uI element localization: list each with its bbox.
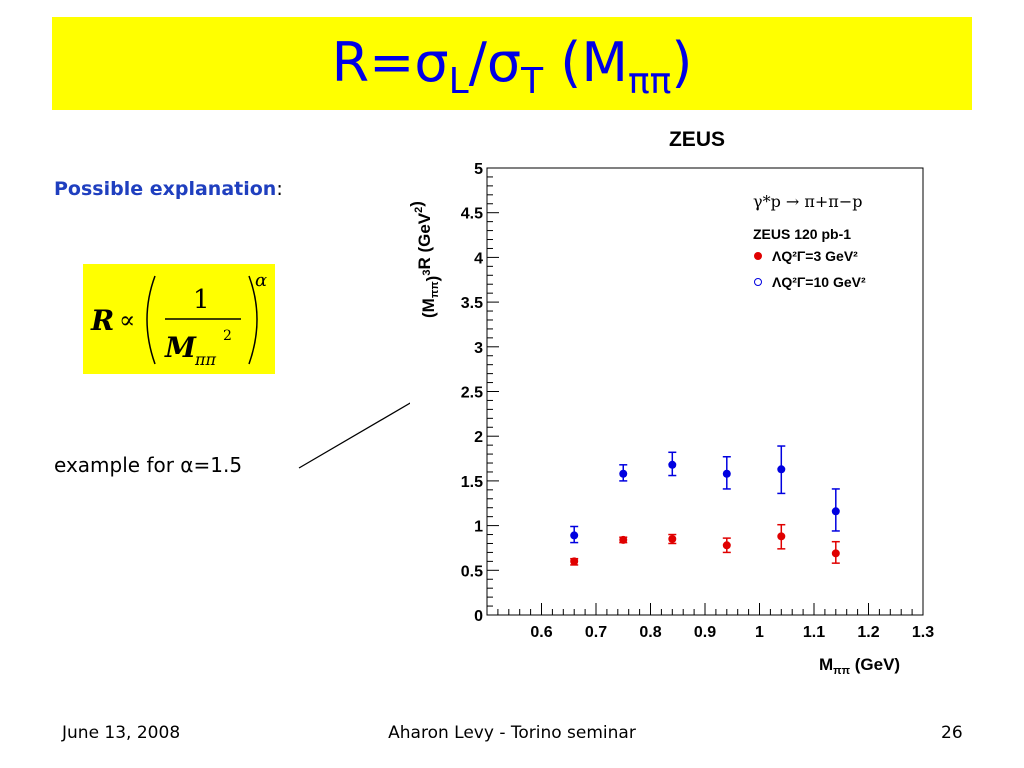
title-sub-pipi: ππ bbox=[627, 61, 672, 102]
formula-svg: R ∝ 1 M ππ 2 α bbox=[90, 270, 267, 369]
explanation-label: Possible explanation bbox=[54, 178, 277, 200]
x-axis-title: Mππ (GeV) bbox=[819, 655, 900, 677]
formula-denominator: M bbox=[164, 331, 197, 364]
y-tick-label: 2 bbox=[474, 429, 483, 446]
title-sigma-t: σ bbox=[486, 31, 522, 94]
legend-process: γ*p → π+π−p bbox=[753, 192, 862, 211]
y-tick-label: 1 bbox=[474, 519, 483, 536]
legend-marker-1 bbox=[754, 252, 762, 260]
data-point bbox=[668, 460, 677, 469]
x-tick-label: 1.2 bbox=[857, 624, 879, 641]
explanation-colon: : bbox=[276, 178, 283, 200]
x-tick-label: 1.1 bbox=[803, 624, 825, 641]
title-banner: R=σL/σT (Mππ) bbox=[52, 17, 972, 110]
title-open: (M bbox=[543, 31, 628, 94]
slide-title: R=σL/σT (Mππ) bbox=[52, 31, 972, 100]
footer-presenter: Aharon Levy - Torino seminar bbox=[388, 723, 636, 743]
y-axis-title: (Mππ)3R (GeV2) bbox=[410, 201, 442, 318]
series-1 bbox=[570, 523, 840, 566]
data-point bbox=[722, 541, 731, 550]
data-point bbox=[777, 465, 786, 474]
legend: γ*p → π+π−p ZEUS 120 pb-1 ΛQ²Γ=3 GeV² ΛQ²Γ=… bbox=[753, 192, 866, 290]
formula-left-paren bbox=[146, 275, 156, 365]
y-axis: 0 0.5 1 1.5 2 2.5 3 3.5 4 4.5 5 bbox=[461, 161, 499, 625]
y-tick-label: 3.5 bbox=[461, 295, 483, 312]
data-point bbox=[722, 469, 731, 478]
legend-label-1: ΛQ²Γ=3 GeV² bbox=[772, 248, 858, 264]
x-tick-label: 1 bbox=[755, 624, 764, 641]
y-tick-label: 5 bbox=[474, 161, 483, 178]
x-axis: 0.6 0.7 0.8 0.9 1 1.1 1.2 1.3 bbox=[497, 603, 934, 641]
formula-relation: ∝ bbox=[119, 306, 135, 334]
data-point bbox=[570, 557, 579, 566]
formula-denominator-sub: ππ bbox=[194, 350, 217, 369]
example-text: example for α=1.5 bbox=[54, 453, 243, 477]
y-tick-label: 1.5 bbox=[461, 474, 483, 491]
legend-marker-2 bbox=[754, 278, 762, 286]
title-r: R= bbox=[331, 31, 415, 94]
explanation-heading: Possible explanation: bbox=[54, 178, 283, 200]
y-tick-label: 4.5 bbox=[461, 206, 483, 223]
data-point bbox=[777, 532, 786, 541]
formula-exponent: α bbox=[255, 270, 267, 291]
x-axis-label: Mππ (GeV) bbox=[819, 655, 900, 677]
y-tick-label: 3 bbox=[474, 340, 483, 357]
data-point bbox=[668, 535, 677, 544]
x-tick-label: 1.3 bbox=[912, 624, 934, 641]
footer-page-number: 26 bbox=[941, 723, 963, 743]
y-tick-label: 2.5 bbox=[461, 385, 483, 402]
data-point bbox=[619, 535, 628, 544]
formula-box: R ∝ 1 M ππ 2 α bbox=[83, 264, 275, 374]
data-point bbox=[831, 507, 840, 516]
legend-label-2: ΛQ²Γ=10 GeV² bbox=[772, 274, 866, 290]
title-sub-t: T bbox=[521, 61, 544, 102]
data-point bbox=[831, 549, 840, 558]
y-tick-label: 4 bbox=[474, 250, 483, 267]
chart: ZEUS 0.6 0.7 0.8 0.9 1 1.1 1.2 1.3 0 0.5 1 1.5 2 2.5… bbox=[410, 115, 940, 690]
y-axis-label: (Mππ)3R (GeV2) bbox=[410, 201, 442, 318]
x-tick-label: 0.7 bbox=[585, 624, 607, 641]
chart-title: ZEUS bbox=[669, 128, 725, 151]
legend-lumi: ZEUS 120 pb-1 bbox=[753, 226, 851, 242]
formula-lhs: R bbox=[90, 304, 114, 337]
data-point bbox=[619, 469, 628, 478]
title-slash: / bbox=[468, 31, 487, 94]
series-2 bbox=[570, 445, 840, 544]
title-sigma-l: σ bbox=[414, 31, 449, 94]
x-tick-label: 0.6 bbox=[530, 624, 552, 641]
chart-background bbox=[410, 115, 940, 690]
title-sub-l: L bbox=[448, 61, 469, 102]
formula-denominator-sup: 2 bbox=[223, 328, 232, 344]
formula-right-paren bbox=[248, 275, 258, 365]
title-close: ) bbox=[671, 31, 693, 94]
data-point bbox=[570, 531, 579, 540]
data-series bbox=[570, 445, 840, 566]
y-tick-label: 0 bbox=[474, 608, 483, 625]
y-tick-label: 0.5 bbox=[461, 563, 483, 580]
formula-numerator: 1 bbox=[193, 285, 210, 315]
x-tick-label: 0.9 bbox=[694, 624, 716, 641]
x-tick-label: 0.8 bbox=[639, 624, 661, 641]
footer-date: June 13, 2008 bbox=[62, 723, 181, 743]
